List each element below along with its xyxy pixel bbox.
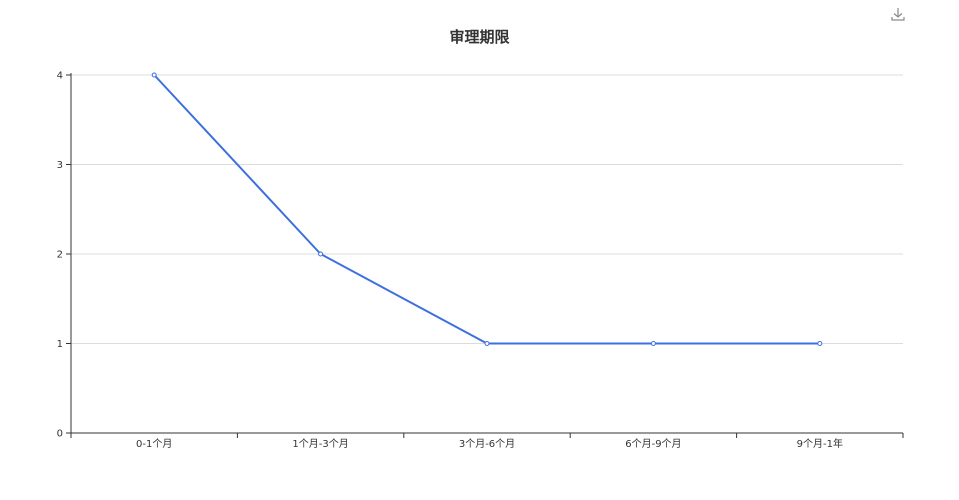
y-tick-label: 3 [57, 160, 63, 171]
data-point [318, 251, 324, 257]
x-tick-label: 1个月-3个月 [292, 438, 348, 450]
data-point [484, 341, 490, 346]
data-point [650, 341, 656, 346]
download-button[interactable] [889, 5, 907, 23]
y-tick-label: 1 [57, 339, 63, 350]
chart-title: 审理期限 [449, 28, 510, 46]
download-icon [891, 8, 905, 21]
x-tick-label: 0-1个月 [136, 438, 172, 450]
data-point [151, 72, 157, 78]
data-point [817, 341, 823, 346]
x-tick-label: 3个月-6个月 [459, 438, 515, 450]
y-tick-label: 0 [57, 429, 63, 440]
y-tick-label: 4 [57, 71, 63, 82]
y-tick-label: 2 [57, 250, 63, 261]
x-tick-label: 6个月-9个月 [625, 438, 681, 450]
x-tick-label: 9个月-1年 [797, 437, 843, 450]
series-line [153, 74, 820, 345]
